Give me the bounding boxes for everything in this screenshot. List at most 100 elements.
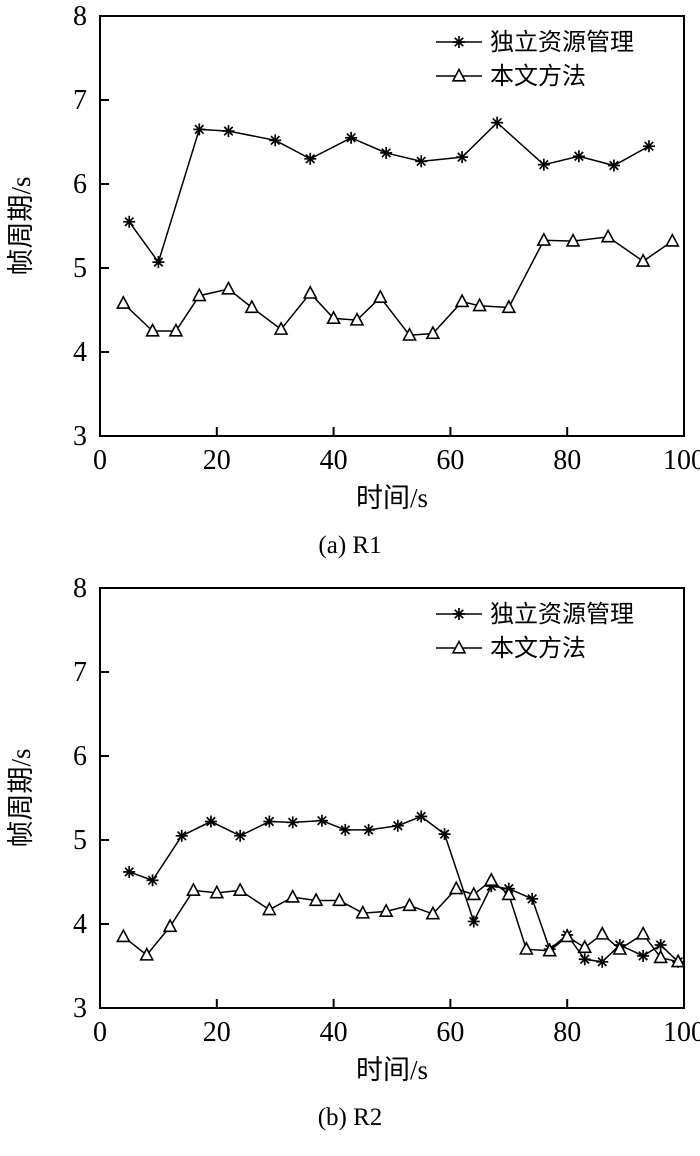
marker-triangle-icon <box>221 280 236 295</box>
series-line-1 <box>122 879 679 963</box>
x-tick-label: 0 <box>93 445 107 476</box>
chart-r1-figure: 0 20 40 60 80 100 3 4 5 6 7 8 时间/s 帧周期/s 独立资源管理 本文方法 (a… <box>0 0 700 566</box>
legend-entry-0: 独立资源管理 <box>436 601 634 628</box>
marker-triangle-icon <box>451 67 467 82</box>
marker-triangle-icon <box>402 326 417 341</box>
marker-triangle-icon <box>635 253 651 267</box>
legend-entry-0: 独立资源管理 <box>436 29 634 56</box>
marker-triangle-icon <box>612 940 628 955</box>
marker-triangle-icon <box>448 880 464 895</box>
marker-triangle-icon <box>116 295 131 309</box>
marker-asterisk-icon <box>263 815 276 828</box>
marker-asterisk-icon <box>362 823 375 836</box>
y-tick-label: 5 <box>73 825 87 856</box>
y-tick-label: 4 <box>73 909 87 940</box>
marker-triangle-icon <box>355 904 371 919</box>
marker-triangle-icon <box>600 228 616 243</box>
marker-triangle-icon <box>402 897 417 912</box>
x-tick-label: 40 <box>320 445 348 476</box>
marker-triangle-icon <box>653 949 668 964</box>
marker-triangle-icon <box>518 940 534 955</box>
marker-triangle-icon <box>116 928 131 943</box>
marker-asterisk-icon <box>607 159 620 172</box>
y-tick-label: 7 <box>73 85 87 116</box>
marker-triangle-icon <box>451 639 467 654</box>
x-tick-label: 80 <box>553 1017 581 1048</box>
marker-triangle-icon <box>308 892 324 907</box>
chart-r2-figure: 0 20 40 60 80 100 3 4 5 6 7 8 时间/s 帧周期/s 独立资源管理 本文方法 (b… <box>0 572 700 1138</box>
marker-asterisk-icon <box>537 158 550 171</box>
marker-triangle-icon <box>332 892 347 907</box>
plot-frame <box>99 15 685 437</box>
marker-asterisk-icon <box>642 140 655 153</box>
marker-triangle-icon <box>262 901 277 916</box>
marker-triangle-icon <box>542 942 558 957</box>
marker-asterisk-icon <box>391 819 404 832</box>
legend-label: 本文方法 <box>490 63 586 90</box>
x-tick-label: 40 <box>320 1017 348 1048</box>
marker-asterisk-icon <box>345 131 358 144</box>
marker-asterisk-icon <box>204 815 217 828</box>
legend-label: 本文方法 <box>490 635 586 662</box>
y-axis-label: 帧周期/s <box>6 748 36 847</box>
marker-triangle-icon <box>372 289 388 304</box>
marker-triangle-icon <box>536 232 552 246</box>
y-tick-label: 3 <box>73 421 87 452</box>
marker-asterisk-icon <box>152 256 165 269</box>
marker-triangle-icon <box>664 232 680 247</box>
y-tick-label: 5 <box>73 253 87 284</box>
marker-asterisk-icon <box>123 215 136 228</box>
chart-r2-caption: (b) R2 <box>317 1104 383 1131</box>
marker-asterisk-icon <box>578 953 591 966</box>
marker-triangle-icon <box>285 888 301 903</box>
marker-triangle-icon <box>425 325 441 340</box>
plot-frame <box>99 587 685 1009</box>
marker-triangle-icon <box>454 293 470 308</box>
series-line-0 <box>128 815 679 963</box>
marker-asterisk-icon <box>193 123 206 136</box>
x-tick-label: 60 <box>436 445 464 476</box>
marker-asterisk-icon <box>438 828 451 841</box>
marker-triangle-icon <box>594 925 610 940</box>
marker-asterisk-icon <box>380 146 393 159</box>
marker-asterisk-icon <box>286 816 299 829</box>
marker-triangle-icon <box>670 953 686 968</box>
marker-triangle-icon <box>483 872 499 886</box>
marker-asterisk-icon <box>304 152 317 165</box>
x-tick-label: 0 <box>93 1017 107 1048</box>
marker-triangle-icon <box>559 928 575 943</box>
marker-asterisk-icon <box>491 116 504 129</box>
marker-asterisk-icon <box>467 915 480 928</box>
marker-asterisk-icon <box>654 939 667 951</box>
marker-triangle-icon <box>145 322 160 337</box>
marker-triangle-icon <box>244 299 260 314</box>
marker-triangle-icon <box>326 310 341 325</box>
marker-asterisk-icon <box>339 823 352 836</box>
marker-asterisk-icon <box>269 134 282 147</box>
marker-triangle-icon <box>232 882 248 897</box>
marker-triangle-icon <box>349 311 365 326</box>
marker-asterisk-icon <box>572 150 585 163</box>
y-tick-label: 4 <box>73 337 87 368</box>
legend-entry-1: 本文方法 <box>436 63 586 90</box>
marker-asterisk-icon <box>415 155 428 168</box>
x-axis-label: 时间/s <box>356 483 428 513</box>
x-tick-label: 20 <box>203 445 231 476</box>
marker-triangle-icon <box>501 299 517 314</box>
marker-asterisk-icon <box>315 814 328 827</box>
marker-asterisk-icon <box>146 874 159 887</box>
marker-triangle-icon <box>191 287 207 302</box>
x-tick-label: 100 <box>663 1017 700 1048</box>
marker-asterisk-icon <box>596 955 609 968</box>
marker-triangle-icon <box>565 232 581 247</box>
marker-asterisk-icon <box>456 151 469 164</box>
marker-asterisk-icon <box>526 892 539 905</box>
marker-asterisk-icon <box>234 829 247 842</box>
x-tick-label: 80 <box>553 445 581 476</box>
marker-triangle-icon <box>168 322 184 337</box>
marker-asterisk-icon <box>123 865 136 878</box>
chart-r1-caption: (a) R1 <box>318 532 382 559</box>
x-tick-label: 100 <box>663 445 700 476</box>
